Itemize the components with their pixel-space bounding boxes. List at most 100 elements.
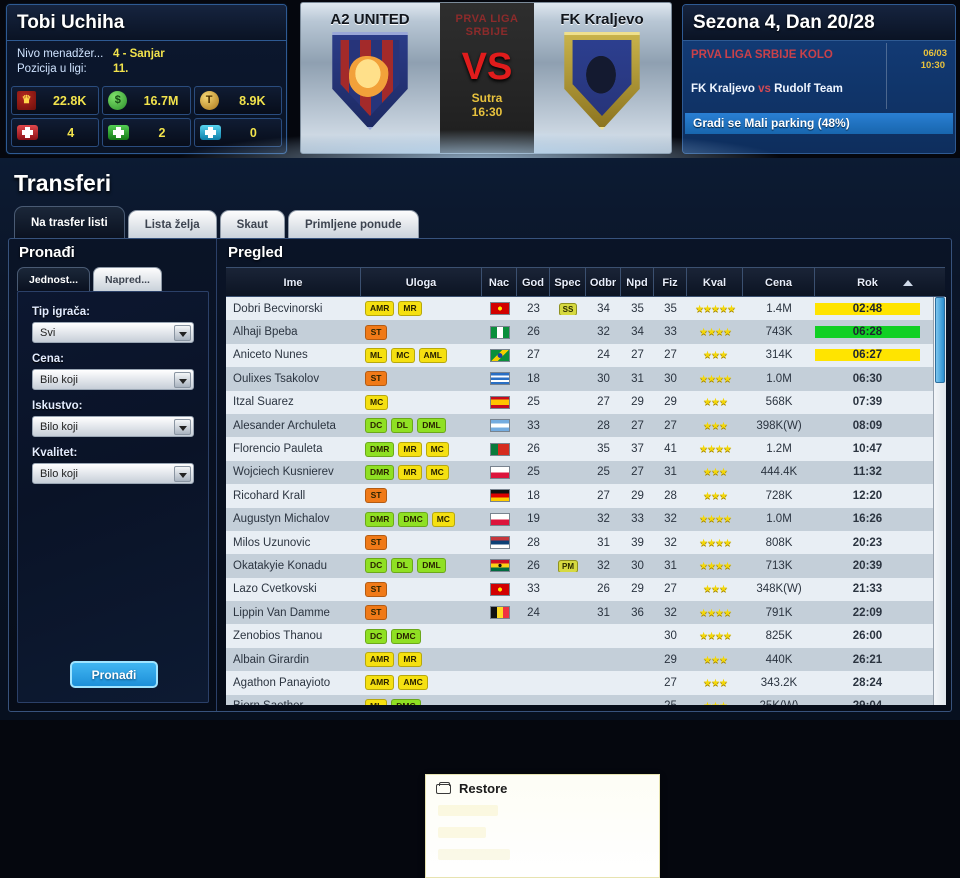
manager-panel: Tobi Uchiha Nivo menadžer... 4 - Sanjar … xyxy=(6,4,287,154)
manager-level-label: Nivo menadžer... xyxy=(17,48,104,60)
player-deadline: 21:33 xyxy=(852,583,883,596)
top-banner: Tobi Uchiha Nivo menadžer... 4 - Sanjar … xyxy=(0,0,960,160)
match-league-label: PRVA LIGA SRBIJE xyxy=(455,13,519,38)
role-badge: DL xyxy=(391,558,414,574)
stat-red-kit[interactable]: 4 xyxy=(11,118,100,147)
tab-primljene-ponude[interactable]: Primljene ponude xyxy=(288,210,419,239)
player-age: 26 xyxy=(527,443,540,456)
role-badge: AML xyxy=(418,347,447,363)
player-deadline: 28:24 xyxy=(852,676,883,689)
table-row[interactable]: Florencio Pauleta DMR MR MC 26 35 37 41 ★★★★ 1.2M… xyxy=(226,437,945,461)
context-menu-item-restore[interactable]: Restore xyxy=(426,775,659,801)
event-row[interactable]: FK Kraljevo vs Rudolf Team xyxy=(683,75,955,109)
role-badge: DMR xyxy=(365,464,395,480)
player-roles: ST xyxy=(361,324,482,340)
player-fitness: 41 xyxy=(664,443,677,456)
column-header-ime[interactable]: Ime xyxy=(226,268,361,296)
table-row[interactable]: Alesander Archuleta DC DL DML 33 28 27 27 ★★★ 398… xyxy=(226,413,945,438)
table-row[interactable]: Wojciech Kusnierev DMR MR MC 25 25 27 31 ★★★ 444.… xyxy=(226,460,945,485)
player-deadline: 26:00 xyxy=(852,630,883,643)
column-header-odbr[interactable]: Odbr xyxy=(586,268,621,296)
vertical-scrollbar[interactable] xyxy=(933,297,946,705)
chevron-down-icon[interactable] xyxy=(174,419,191,435)
table-row[interactable]: Lippin Van Damme ST 24 31 36 32 ★★★★ 791K 22:09 xyxy=(226,601,945,625)
column-header-kval[interactable]: Kval xyxy=(687,268,743,296)
players-table: Ime Uloga Nac God Spec Odbr Npd Fiz Kval Cena Rok … xyxy=(226,267,946,705)
table-row[interactable]: Zenobios Thanou DC DMC 30 ★★★★ 825K 26:00 xyxy=(226,624,945,648)
sort-ascending-icon xyxy=(903,280,913,286)
column-header-uloga[interactable]: Uloga xyxy=(361,268,482,296)
table-row[interactable]: Dobri Becvinorski AMR MR 23 SS 34 35 35 ★★★★★ 1.4… xyxy=(226,297,945,321)
quality-stars: ★★★★ xyxy=(699,537,732,549)
subtab-napredno[interactable]: Napred... xyxy=(93,267,162,291)
player-price: 743K xyxy=(765,326,793,339)
player-defence: 32 xyxy=(597,326,610,339)
player-defence: 32 xyxy=(597,513,610,526)
table-row[interactable]: Aniceto Nunes ML MC AML 27 24 27 27 ★★★ 314K 06:27 xyxy=(226,343,945,368)
stat-fans[interactable]: ♛ 22.8K xyxy=(11,86,100,115)
table-row[interactable]: Agathon Panayioto AMR AMC 27 ★★★ 343.2K 28:24 xyxy=(226,671,945,695)
column-header-spec[interactable]: Spec xyxy=(550,268,586,296)
table-row[interactable]: Bjorn SaetherMLDMC25★★★25K(W)29:04 xyxy=(226,694,945,705)
table-row[interactable]: Oulixes Tsakolov ST 18 30 31 30 ★★★★ 1.0M 06:30 xyxy=(226,367,945,391)
filter-select-kvalitet[interactable]: Bilo koji xyxy=(32,463,194,484)
tab-skaut[interactable]: Skaut xyxy=(219,210,285,239)
quality-stars: ★★★★ xyxy=(699,560,732,572)
build-status-bar[interactable]: Gradi se Mali parking (48%) xyxy=(685,113,953,134)
role-badge: MC xyxy=(425,464,449,480)
role-badge: ML xyxy=(365,698,388,705)
table-row[interactable]: Itzal Suarez MC 25 27 29 29 ★★★ 568K 07:39 xyxy=(226,390,945,414)
stat-tokens[interactable]: T 8.9K xyxy=(193,86,282,115)
context-menu[interactable]: Restore xyxy=(425,774,660,878)
find-button[interactable]: Pronađi xyxy=(70,661,158,688)
scrollbar-thumb[interactable] xyxy=(935,297,945,383)
table-row[interactable]: Ricohard Krall ST 18 27 29 28 ★★★ 728K 12:20 xyxy=(226,484,945,508)
chevron-down-icon[interactable] xyxy=(174,325,191,341)
player-attack: 31 xyxy=(631,372,644,385)
filter-select-tip-igraca[interactable]: Svi xyxy=(32,322,194,343)
chevron-down-icon[interactable] xyxy=(174,372,191,388)
filter-select-cena[interactable]: Bilo koji xyxy=(32,369,194,390)
column-header-god[interactable]: God xyxy=(517,268,550,296)
home-team-name: A2 UNITED xyxy=(330,11,410,28)
player-fitness: 29 xyxy=(664,396,677,409)
table-row[interactable]: Lazo Cvetkovski ST 33 26 29 27 ★★★ 348K(W) 21:33 xyxy=(226,577,945,602)
player-defence: 27 xyxy=(597,489,610,502)
player-attack: 36 xyxy=(631,606,644,619)
event-row[interactable]: PRVA LIGA SRBIJE KOLO 06/03 10:30 xyxy=(683,41,955,75)
page-title: Transferi xyxy=(14,170,112,196)
quality-stars: ★★★★ xyxy=(699,514,732,526)
table-row[interactable]: Albain Girardin AMR MR 29 ★★★ 440K 26:21 xyxy=(226,647,945,672)
subtab-jednostavno[interactable]: Jednost... xyxy=(17,267,91,291)
chevron-down-icon[interactable] xyxy=(174,466,191,482)
column-header-cena[interactable]: Cena xyxy=(743,268,815,296)
column-header-nac[interactable]: Nac xyxy=(482,268,517,296)
player-defence: 31 xyxy=(597,606,610,619)
filter-select-iskustvo[interactable]: Bilo koji xyxy=(32,416,194,437)
table-row[interactable]: Okatakyie Konadu DC DL DML 26 PM 32 30 31 ★★★★ 713… xyxy=(226,554,945,578)
match-day-label: Sutra xyxy=(471,91,503,105)
player-attack: 27 xyxy=(631,349,644,362)
versus-label: VS xyxy=(461,46,513,88)
tab-na-transfer-listi[interactable]: Na trasfer listi xyxy=(14,206,125,239)
column-header-npd[interactable]: Npd xyxy=(621,268,654,296)
flag-icon-pl xyxy=(489,512,510,526)
player-attack: 34 xyxy=(631,326,644,339)
stat-blue-kit[interactable]: 0 xyxy=(193,118,282,147)
player-nationality xyxy=(482,465,517,479)
next-match-panel[interactable]: A2 UNITED PRVA LIGA SRBIJE VS Sutra 16:3… xyxy=(300,2,672,154)
flag-icon-ar xyxy=(489,419,510,433)
stat-money[interactable]: $ 16.7M xyxy=(102,86,191,115)
player-nationality xyxy=(482,489,517,503)
home-team-crest-icon xyxy=(329,32,411,130)
stat-green-kit[interactable]: 2 xyxy=(102,118,191,147)
tab-lista-zelja[interactable]: Lista želja xyxy=(127,210,217,239)
role-badge: DMC xyxy=(398,511,428,527)
column-header-rok[interactable]: Rok xyxy=(815,268,920,296)
player-defence: 27 xyxy=(597,396,610,409)
column-header-fiz[interactable]: Fiz xyxy=(654,268,687,296)
table-row[interactable]: Alhaji Bpeba ST 26 32 34 33 ★★★★ 743K 06:28 xyxy=(226,320,945,344)
player-special: PM xyxy=(550,559,586,572)
table-row[interactable]: Augustyn Michalov DMR DMC MC 19 32 33 32 ★★★★ 1.0… xyxy=(226,507,945,531)
table-row[interactable]: Milos Uzunovic ST 28 31 39 32 ★★★★ 808K 20:23 xyxy=(226,530,945,555)
